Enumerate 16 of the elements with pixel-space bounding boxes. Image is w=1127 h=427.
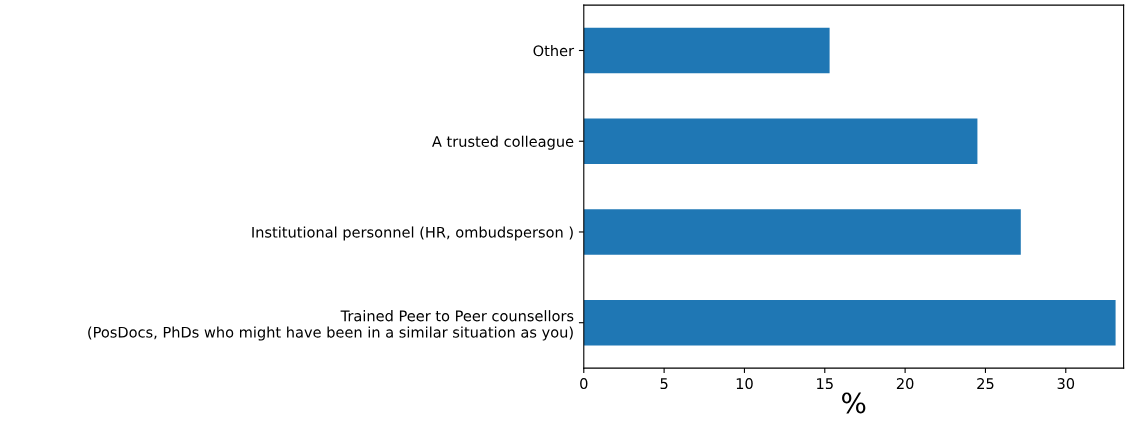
y-tick-label: Institutional personnel (HR, ombudsperson ) xyxy=(252,226,573,241)
x-tick-label: 10 xyxy=(736,378,753,390)
bar xyxy=(583,300,1116,346)
x-tick-label: 25 xyxy=(977,378,994,390)
x-tick-label: 5 xyxy=(660,378,668,390)
x-tick-label: 30 xyxy=(1057,378,1075,390)
bar xyxy=(583,209,1021,255)
x-tick-label: 0 xyxy=(580,378,588,390)
bar xyxy=(583,118,978,164)
x-axis-title: % xyxy=(842,392,866,414)
y-tick-label: Other xyxy=(533,44,575,57)
y-tick-label: A trusted colleague xyxy=(432,135,574,150)
x-tick-label: 20 xyxy=(896,378,914,390)
bar xyxy=(583,27,830,74)
y-tick-label: Trained Peer to Peer counsellors (PosDocs, PhDs who might have been in a similar situation as you) xyxy=(88,310,574,341)
x-tick-label: 15 xyxy=(817,378,833,390)
